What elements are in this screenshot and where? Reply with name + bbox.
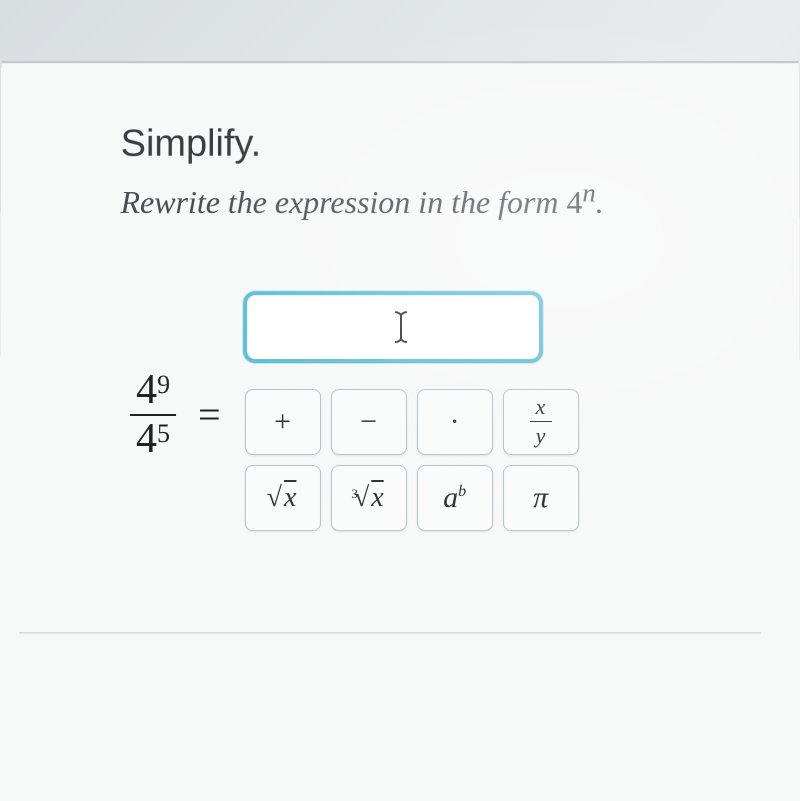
subtitle-prefix: Rewrite the expression in the form xyxy=(121,184,567,220)
target-exponent: n xyxy=(582,178,595,208)
nroot-icon: 3√x xyxy=(351,482,385,514)
numerator-base: 4 xyxy=(136,368,157,414)
power-icon: ab xyxy=(443,481,466,515)
numerator-exp: 9 xyxy=(157,371,170,400)
question-panel: Simplify. Rewrite the expression in the … xyxy=(0,61,800,801)
subtitle-suffix: . xyxy=(596,184,604,220)
key-pi[interactable]: π xyxy=(503,465,579,531)
denominator-exp: 5 xyxy=(157,419,170,448)
answer-input[interactable] xyxy=(243,291,543,363)
equals-sign: = xyxy=(198,391,221,438)
key-nroot[interactable]: 3√x xyxy=(331,465,407,531)
denominator: 45 xyxy=(130,416,176,462)
key-dot[interactable]: · xyxy=(417,389,493,455)
target-base: 4 xyxy=(566,184,582,220)
input-wrapper xyxy=(243,291,587,363)
answer-area: + − · x y √x 3√x ab xyxy=(242,291,586,539)
sqrt-icon: √x xyxy=(267,482,299,514)
prompt-title: Simplify. xyxy=(121,123,799,166)
numerator: 49 xyxy=(130,368,176,414)
key-power[interactable]: ab xyxy=(417,465,493,531)
divider xyxy=(19,632,760,633)
fraction: 49 45 xyxy=(130,368,176,462)
key-plus[interactable]: + xyxy=(245,389,321,455)
math-keypad: + − · x y √x 3√x ab xyxy=(236,381,586,539)
key-sqrt[interactable]: √x xyxy=(244,465,320,531)
denominator-base: 4 xyxy=(136,416,157,462)
prompt-subtitle: Rewrite the expression in the form 4n. xyxy=(121,178,800,221)
equation-row: 49 45 = + − · x xyxy=(130,291,800,539)
key-minus[interactable]: − xyxy=(331,389,407,455)
fraction-icon: x y xyxy=(530,396,552,447)
key-fraction[interactable]: x y xyxy=(503,389,579,455)
